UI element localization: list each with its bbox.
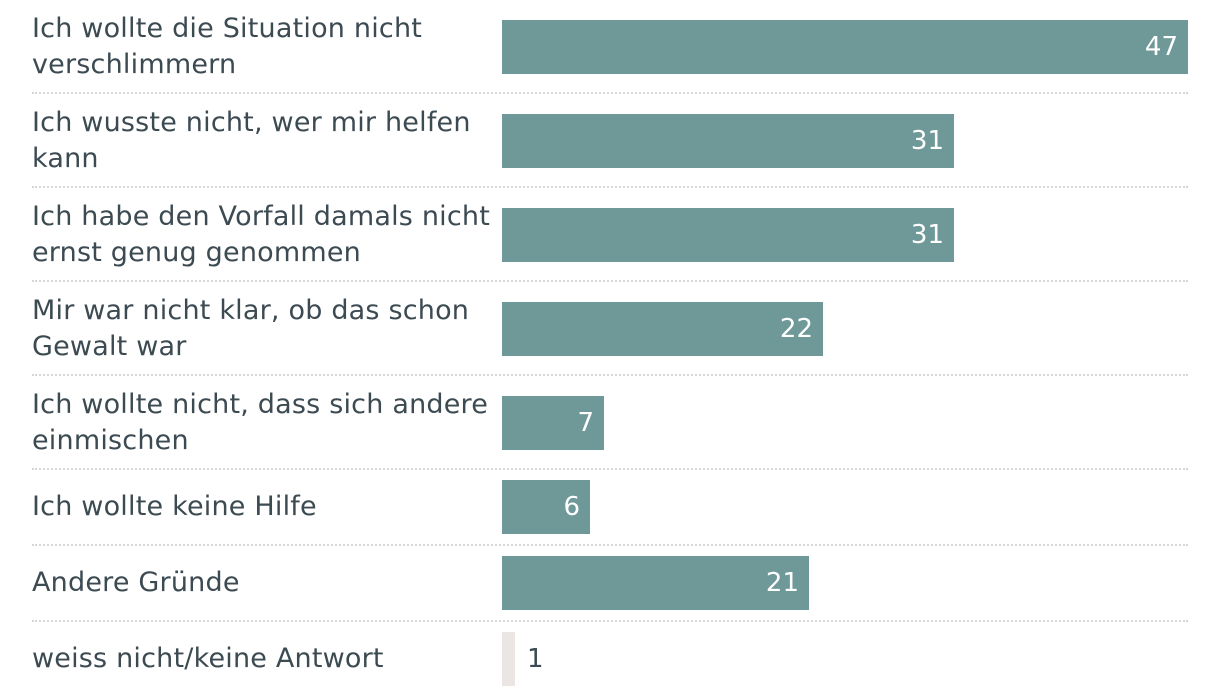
row-separator [32, 544, 1188, 546]
bar [502, 632, 515, 686]
value-label: 21 [765, 568, 799, 598]
category-label: weiss nicht/keine Antwort [32, 643, 384, 674]
row-separator [32, 92, 1188, 94]
row-separator [32, 280, 1188, 282]
bar [502, 208, 954, 262]
category-label: Mir war nicht klar, ob das schon Gewalt … [32, 295, 470, 362]
category-label: Ich habe den Vorfall damals nicht ernst … [32, 201, 491, 268]
category-label: Ich wusste nicht, wer mir helfen kann [32, 107, 471, 174]
row-separator [32, 186, 1188, 188]
bar [502, 396, 604, 450]
value-label: 7 [577, 408, 594, 438]
value-label: 31 [910, 220, 944, 250]
category-label: Ich wollte nicht, dass sich andere einmi… [32, 389, 489, 456]
category-label: Ich wollte keine Hilfe [32, 491, 317, 522]
value-label: 31 [910, 126, 944, 156]
bar [502, 302, 823, 356]
bar [502, 20, 1188, 74]
row-separator [32, 374, 1188, 376]
row-separator [32, 620, 1188, 622]
value-label: 1 [527, 644, 544, 674]
bar [502, 480, 590, 534]
category-label: Andere Gründe [32, 567, 240, 598]
bar [502, 114, 954, 168]
value-label: 6 [563, 492, 580, 522]
bar [502, 556, 809, 610]
category-label: Ich wollte die Situation nicht verschlim… [32, 13, 423, 80]
value-label: 47 [1144, 32, 1178, 62]
row-separator [32, 468, 1188, 470]
value-label: 22 [779, 314, 813, 344]
